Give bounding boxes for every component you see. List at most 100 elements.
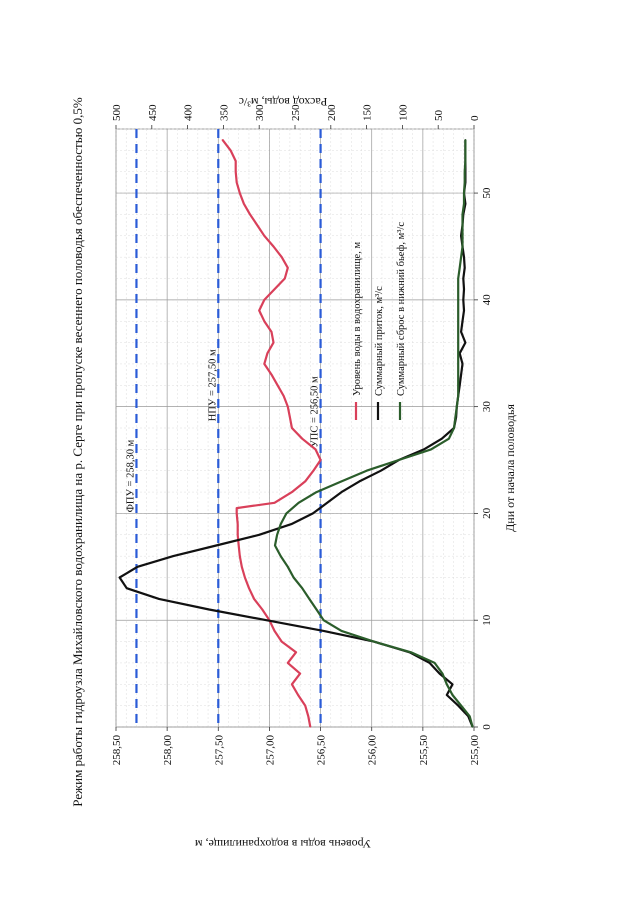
plot-frame — [115, 128, 475, 728]
y-right-tick-label: 300 — [254, 104, 266, 121]
data-point — [281, 640, 283, 643]
data-point — [464, 341, 467, 344]
data-point — [457, 374, 459, 376]
data-point — [451, 683, 454, 685]
data-point — [457, 341, 459, 344]
data-point — [236, 181, 238, 183]
data-point — [323, 630, 325, 632]
data-point — [215, 544, 217, 547]
series-2 — [273, 139, 474, 728]
data-point — [292, 576, 295, 579]
data-point — [263, 299, 265, 301]
data-point — [446, 694, 448, 696]
data-point — [265, 619, 267, 621]
data-point — [304, 705, 306, 707]
data-point — [236, 512, 238, 515]
data-point — [340, 630, 343, 632]
data-point — [457, 384, 459, 386]
data-point — [307, 715, 309, 717]
data-point — [261, 608, 263, 611]
data-point — [464, 149, 467, 151]
data-point — [172, 555, 174, 557]
y-left-tick-label: 256,00 — [367, 735, 379, 766]
data-point — [315, 608, 318, 611]
y-right-tick-label: 100 — [397, 104, 409, 121]
data-point — [229, 149, 232, 151]
y-left-tick-label: 256,50 — [316, 735, 328, 766]
data-point — [263, 320, 265, 322]
data-point — [461, 235, 464, 237]
data-point — [284, 277, 286, 280]
chart-title: Режим работы гидроузла Михайловского вод… — [70, 97, 85, 807]
data-point — [358, 480, 361, 482]
y-right-tick-label: 150 — [362, 104, 374, 121]
data-point — [463, 192, 465, 194]
y-left-tick-label: 257,00 — [264, 735, 276, 766]
data-point — [340, 480, 343, 482]
data-point — [457, 320, 459, 322]
data-point — [340, 491, 343, 493]
data-point — [462, 277, 464, 280]
y-left-tick-label: 255,00 — [469, 735, 481, 766]
data-point — [459, 384, 461, 386]
data-point — [453, 427, 455, 429]
data-point — [287, 662, 289, 664]
data-point — [276, 534, 278, 536]
data-point — [243, 203, 245, 205]
data-point — [291, 491, 293, 493]
data-point — [457, 277, 459, 280]
data-point — [319, 459, 322, 461]
data-point — [326, 502, 328, 504]
data-point — [281, 256, 283, 258]
data-point — [270, 331, 273, 333]
data-point — [236, 507, 238, 509]
series-line — [118, 139, 474, 728]
data-point — [299, 673, 301, 675]
data-point — [273, 288, 276, 290]
data-point — [237, 523, 239, 525]
data-point — [460, 256, 462, 258]
x-tick-label: 20 — [481, 507, 493, 519]
data-point — [248, 587, 250, 589]
plot-area: 0 10 20 30 40 50 255,00 255,50 256,00 256,50 257,0… — [70, 95, 517, 851]
data-point — [423, 448, 425, 450]
data-point — [272, 341, 275, 344]
data-point — [323, 619, 325, 621]
data-point — [446, 683, 448, 685]
data-point — [289, 416, 291, 418]
data-point — [461, 224, 464, 226]
data-point — [464, 181, 466, 183]
data-point — [471, 726, 474, 728]
data-point — [464, 139, 467, 141]
data-point — [315, 491, 318, 493]
reference-line-label: НПУ = 257,50 м — [207, 349, 218, 421]
data-point — [457, 299, 459, 301]
data-point — [291, 683, 293, 685]
data-point — [295, 651, 297, 653]
data-point — [464, 171, 466, 173]
y-left-tick-label: 257,50 — [213, 735, 225, 766]
y-right-tick-label: 400 — [183, 104, 195, 121]
x-tick-label: 30 — [481, 401, 493, 413]
data-point — [266, 352, 268, 354]
data-point — [253, 598, 255, 600]
data-point — [441, 438, 443, 440]
data-point — [312, 512, 314, 515]
data-point — [285, 512, 288, 515]
data-point — [457, 705, 459, 707]
reference-line-label: УПС = 256,50 м — [310, 376, 321, 448]
data-point — [456, 406, 458, 408]
data-point — [457, 363, 459, 365]
x-tick-label: 0 — [481, 724, 493, 730]
data-point — [464, 203, 467, 205]
series-0 — [221, 139, 322, 728]
series-line — [273, 139, 474, 728]
data-point — [441, 673, 444, 675]
data-point — [448, 438, 450, 440]
data-point — [461, 245, 464, 248]
data-point — [312, 470, 315, 472]
data-point — [434, 662, 436, 664]
y-left-tick-label: 258,00 — [162, 735, 174, 766]
x-axis-title: Дни от начала половодья — [503, 404, 517, 532]
